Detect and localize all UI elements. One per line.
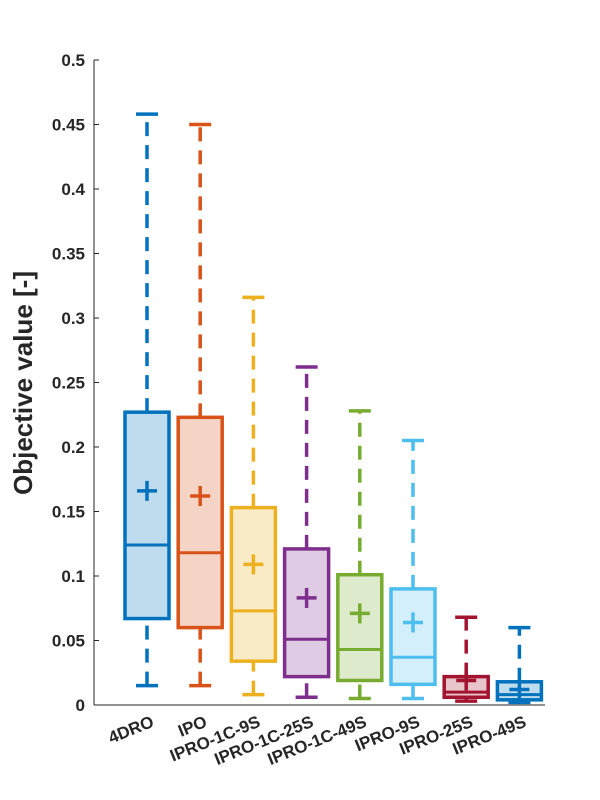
x-category-label: 4DRO bbox=[106, 712, 157, 747]
y-tick-label: 0 bbox=[76, 696, 85, 715]
y-tick-label: 0.2 bbox=[61, 438, 85, 457]
y-tick-label: 0.35 bbox=[52, 245, 85, 264]
box-ipro-1c-49s bbox=[338, 411, 382, 699]
y-tick-label: 0.25 bbox=[52, 374, 85, 393]
boxes-group bbox=[125, 114, 541, 702]
y-tick-label: 0.1 bbox=[61, 567, 85, 586]
iqr-box bbox=[391, 589, 435, 684]
y-axis-title: Objective value [-] bbox=[8, 271, 38, 495]
y-tick-label: 0.3 bbox=[61, 309, 85, 328]
box-ipo bbox=[178, 125, 222, 686]
box-4dro bbox=[125, 114, 169, 685]
box-ipro-9s bbox=[391, 441, 435, 699]
iqr-box bbox=[178, 417, 222, 627]
iqr-box bbox=[231, 508, 275, 662]
y-tick-label: 0.5 bbox=[61, 51, 85, 70]
iqr-box bbox=[285, 549, 329, 677]
y-tick-label: 0.45 bbox=[52, 116, 85, 135]
iqr-box bbox=[338, 575, 382, 681]
boxplot-chart: 0 0.05 0.1 0.15 0.2 0.25 0.3 0.35 0.4 0.45 0.5 4DRO… bbox=[0, 0, 600, 800]
box-ipro-1c-9s bbox=[231, 297, 275, 694]
y-tick-label: 0.4 bbox=[61, 180, 85, 199]
y-tick-label: 0.15 bbox=[52, 503, 85, 522]
box-ipro-1c-25s bbox=[285, 367, 329, 697]
iqr-box bbox=[125, 412, 169, 618]
y-tick-label: 0.05 bbox=[52, 632, 85, 651]
box-ipro-25s bbox=[444, 617, 488, 701]
box-ipro-49s bbox=[497, 628, 541, 703]
